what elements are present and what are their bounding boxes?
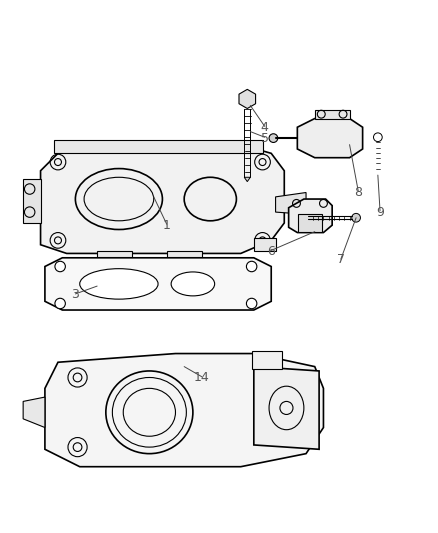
Polygon shape [23,180,41,223]
Bar [97,251,132,266]
Circle shape [352,213,360,222]
Bar [298,214,322,232]
Text: 5: 5 [261,132,268,144]
Text: 3: 3 [71,288,79,301]
Circle shape [247,298,257,309]
Polygon shape [41,144,284,254]
Bar [167,251,201,266]
Text: 9: 9 [376,206,384,219]
Polygon shape [297,118,363,158]
Bar [252,351,282,369]
Circle shape [55,261,65,272]
Polygon shape [45,353,323,467]
Text: 8: 8 [354,186,362,199]
Circle shape [55,298,65,309]
Polygon shape [244,177,251,182]
Circle shape [269,134,278,142]
Polygon shape [45,258,271,310]
Circle shape [247,261,257,272]
Text: 7: 7 [337,254,345,266]
Polygon shape [23,397,45,427]
Polygon shape [276,192,306,214]
Polygon shape [289,199,332,232]
Ellipse shape [171,272,215,296]
Text: 4: 4 [261,121,268,134]
Polygon shape [315,110,350,118]
Polygon shape [53,140,262,154]
Text: 6: 6 [267,245,275,258]
Bar [254,238,276,251]
Text: 14: 14 [194,371,209,384]
Text: 1: 1 [163,219,171,232]
Ellipse shape [80,269,158,299]
Polygon shape [254,367,319,449]
Polygon shape [239,90,256,109]
